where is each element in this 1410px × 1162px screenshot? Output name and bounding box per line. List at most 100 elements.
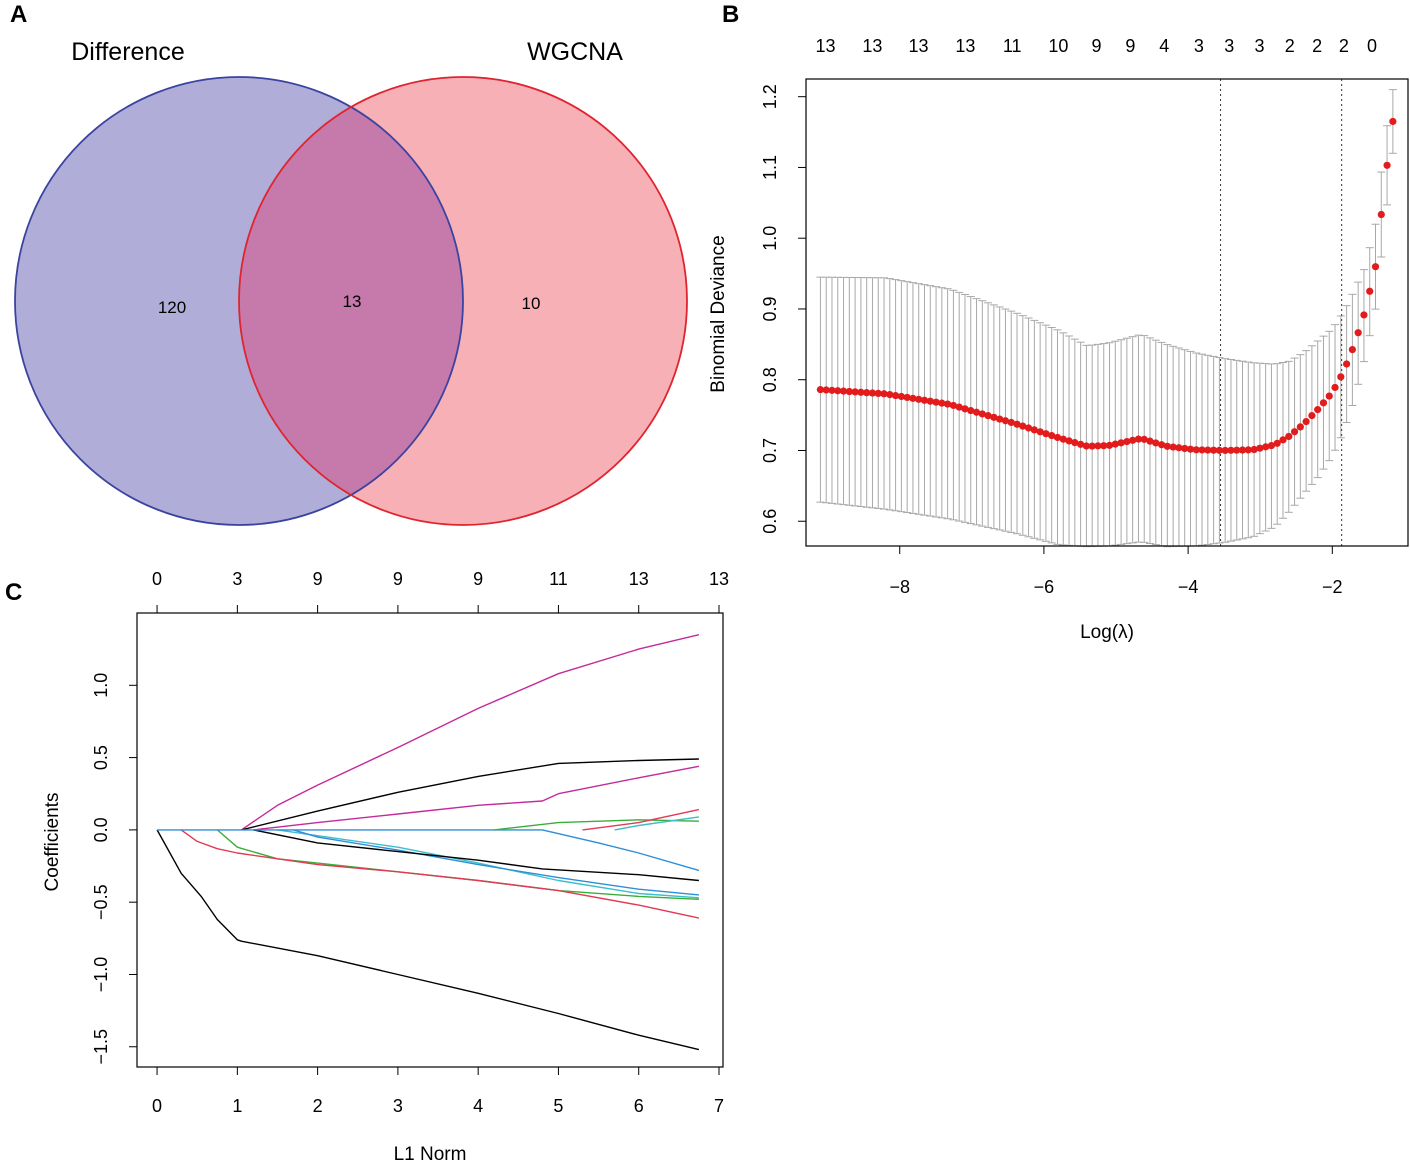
cv-point-18 <box>920 396 929 404</box>
cv-point-97 <box>1377 210 1385 219</box>
cv-point-66 <box>1198 446 1206 454</box>
cv-point-70 <box>1221 446 1229 455</box>
cv-point-24 <box>955 403 963 411</box>
cv-point-88 <box>1325 392 1333 400</box>
cv-point-34 <box>1013 420 1021 428</box>
cv-point-10 <box>874 389 882 398</box>
cv-x-tick-label-1: −6 <box>1034 577 1055 597</box>
cv-point-80 <box>1279 436 1287 444</box>
cv-point-28 <box>978 410 986 418</box>
cv-point-62 <box>1175 444 1183 452</box>
coef-path-magenta-mid <box>253 765 700 831</box>
coefficient-path-plot: 0 1 2 3 4 5 6 7 −1.5 −1.0 −0.5 0.0 0.5 1.0 0 3 9 9 9 11 13… <box>42 569 729 1162</box>
cv-point-36 <box>1024 424 1033 432</box>
cv-point-3 <box>834 387 842 395</box>
cv-point-51 <box>1111 440 1119 448</box>
cv-point-98 <box>1383 161 1391 169</box>
cv-top-tick-label-6: 9 <box>1092 36 1102 56</box>
cv-point-69 <box>1215 446 1223 454</box>
cv-x-tick-label-2: −4 <box>1178 577 1199 597</box>
cv-point-22 <box>944 400 952 408</box>
cv-top-axis: 13 13 13 13 11 10 9 9 4 3 3 3 2 2 2 0 <box>815 36 1377 56</box>
coef-path-cyan-neg <box>277 829 699 899</box>
cv-top-tick-label-9: 3 <box>1194 36 1204 56</box>
path-x-tick-label-0: 0 <box>152 1096 162 1116</box>
cv-errorbars <box>816 89 1397 548</box>
path-top-tick-label-6: 13 <box>629 569 649 589</box>
path-top-tick-label-5: 11 <box>549 569 568 589</box>
cv-point-29 <box>984 412 992 420</box>
cv-point-71 <box>1227 446 1235 454</box>
cv-plot-frame <box>805 78 1409 547</box>
cv-point-1 <box>822 386 830 394</box>
cv-point-89 <box>1331 383 1339 392</box>
cv-point-26 <box>967 406 975 415</box>
coef-path-magenta-top <box>241 634 700 831</box>
path-plot-frame <box>136 612 724 1068</box>
venn-set-difference-outline <box>14 76 464 526</box>
path-x-tick-label-1: 1 <box>232 1096 242 1116</box>
cv-x-axis: −8 −6 −4 −2 <box>889 546 1343 597</box>
cv-point-37 <box>1030 426 1038 434</box>
cv-point-64 <box>1186 445 1195 453</box>
cv-point-30 <box>990 413 998 421</box>
cv-point-9 <box>868 389 877 397</box>
cv-point-91 <box>1343 360 1351 368</box>
cv-point-76 <box>1256 444 1264 452</box>
cv-top-tick-label-1: 13 <box>862 36 882 56</box>
cv-lambda-lines <box>1220 79 1343 546</box>
cv-point-33 <box>1007 418 1015 427</box>
cv-point-82 <box>1290 428 1299 436</box>
cv-top-tick-label-4: 11 <box>1003 36 1022 56</box>
cv-y-tick-label-0: 0.6 <box>760 509 780 534</box>
cv-point-58 <box>1152 439 1160 447</box>
cv-point-45 <box>1077 440 1085 448</box>
cv-y-tick-label-6: 1.2 <box>760 84 780 109</box>
path-top-tick-label-2: 9 <box>313 569 323 589</box>
cv-point-53 <box>1123 437 1131 446</box>
cv-point-20 <box>932 398 940 406</box>
cv-point-38 <box>1036 428 1044 436</box>
cv-point-4 <box>839 387 848 395</box>
cv-point-12 <box>886 391 894 399</box>
cv-point-27 <box>972 408 981 416</box>
coef-path-green-neg <box>216 829 699 900</box>
path-x-axis: 0 1 2 3 4 5 6 7 <box>152 1067 724 1116</box>
cv-point-49 <box>1100 442 1108 450</box>
cv-top-tick-label-13: 2 <box>1312 36 1322 56</box>
cv-top-tick-label-10: 3 <box>1224 36 1234 56</box>
cv-point-61 <box>1169 443 1177 451</box>
cv-deviance-plot: −8 −6 −4 −2 0.6 0.7 0.8 0.9 1.0 1.1 1.2 13 13 13 13 1… <box>708 36 1409 643</box>
coef-path-black-neg-large <box>156 829 700 1051</box>
cv-point-90 <box>1337 373 1345 381</box>
cv-point-13 <box>891 391 900 400</box>
path-y-axis-title: Coefficients <box>42 793 63 892</box>
cv-top-tick-label-0: 13 <box>815 36 835 56</box>
cv-point-65 <box>1192 446 1200 454</box>
cv-point-59 <box>1157 441 1166 449</box>
cv-point-31 <box>996 415 1004 423</box>
cv-point-23 <box>949 401 958 410</box>
cv-top-tick-label-2: 13 <box>908 36 928 56</box>
cv-point-43 <box>1065 437 1073 445</box>
cv-point-92 <box>1348 345 1356 354</box>
cv-point-73 <box>1238 446 1247 454</box>
path-top-tick-label-7: 13 <box>709 569 729 589</box>
path-y-tick-label-1: −1.0 <box>91 957 111 993</box>
cv-y-tick-label-2: 0.8 <box>760 367 780 392</box>
path-top-tick-label-1: 3 <box>232 569 242 589</box>
cv-y-tick-label-1: 0.7 <box>760 438 780 463</box>
cv-point-57 <box>1146 437 1154 445</box>
cv-top-tick-label-3: 13 <box>955 36 975 56</box>
cv-top-tick-label-14: 2 <box>1339 36 1349 56</box>
coef-path-black-neg-small <box>253 829 699 882</box>
cv-point-79 <box>1273 439 1281 447</box>
cv-point-96 <box>1371 263 1380 271</box>
cv-point-47 <box>1088 442 1096 450</box>
cv-point-14 <box>897 392 905 401</box>
cv-point-67 <box>1204 446 1212 454</box>
cv-point-68 <box>1210 446 1218 454</box>
path-y-tick-label-3: 0.0 <box>91 817 111 842</box>
cv-point-63 <box>1181 444 1189 453</box>
